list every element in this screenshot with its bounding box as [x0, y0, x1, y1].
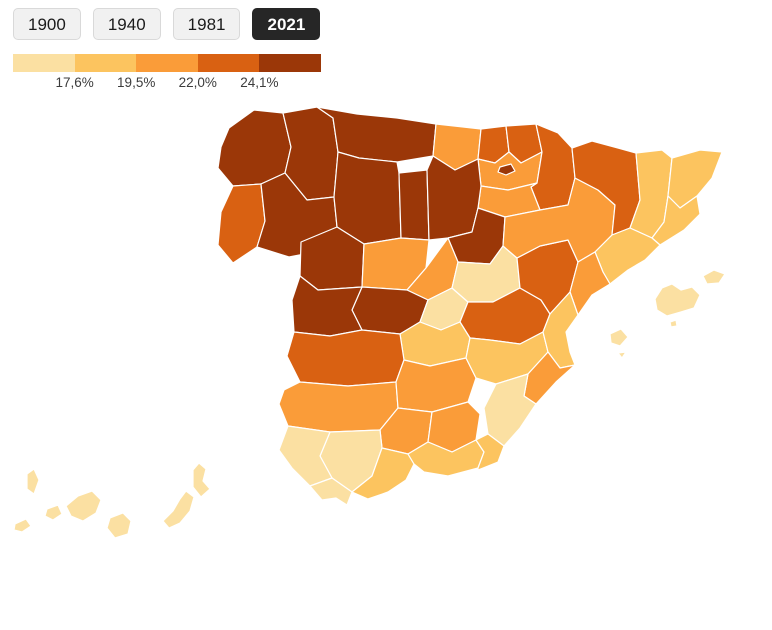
region-el-hierro[interactable]: El Hierro — [13, 518, 32, 533]
region-burgos[interactable]: Burgos — [426, 155, 482, 241]
region-valencia[interactable]: Valencia — [542, 291, 579, 369]
legend-swatch-4 — [197, 54, 260, 72]
legend-break-label: 19,5% — [117, 75, 156, 90]
legend-break-labels: 17,6% 19,5% 22,0% 24,1% — [13, 75, 321, 91]
legend-swatch-2 — [74, 54, 137, 72]
region-murcia[interactable]: Murcia — [483, 373, 537, 447]
region-almeria[interactable]: Almería — [475, 433, 505, 471]
region-formentera[interactable]: Formentera — [617, 351, 627, 359]
region-lanzarote[interactable]: Lanzarote — [192, 462, 211, 498]
legend-break-label: 24,1% — [240, 75, 279, 90]
year-button-1981[interactable]: 1981 — [172, 8, 241, 40]
region-cabrera[interactable]: Cabrera — [669, 319, 678, 328]
region-barcelona[interactable]: Barcelona — [651, 195, 701, 246]
region-pontevedra[interactable]: Pontevedra — [217, 183, 266, 264]
year-button-1900[interactable]: 1900 — [13, 8, 81, 40]
region-tenerife[interactable]: Tenerife — [65, 490, 102, 522]
region-asturias[interactable]: Asturias — [316, 106, 437, 163]
legend-break-label: 22,0% — [178, 75, 217, 90]
region-badajoz[interactable]: Badajoz — [278, 381, 399, 433]
region-gran-canaria[interactable]: Gran Canaria — [106, 512, 132, 539]
legend-swatch-1 — [13, 54, 75, 72]
legend-break-label: 17,6% — [55, 75, 94, 90]
region-menorca[interactable]: Menorca — [702, 269, 726, 285]
legend-swatch-5 — [259, 54, 321, 72]
region-palencia[interactable]: Palencia — [398, 169, 430, 241]
region-leon[interactable]: León — [333, 151, 402, 245]
legend-swatch-3 — [136, 54, 198, 72]
region-la-gomera[interactable]: La Gomera — [44, 504, 63, 521]
region-caceres[interactable]: Cáceres — [286, 329, 405, 387]
region-fuerteventura[interactable]: Fuerteventura — [162, 490, 195, 529]
legend: 17,6% 19,5% 22,0% 24,1% — [13, 54, 321, 91]
region-trevino[interactable]: Treviño — [497, 163, 516, 176]
year-selector: 1900 1940 1981 2021 — [13, 8, 321, 40]
year-button-1940[interactable]: 1940 — [92, 8, 161, 40]
region-mallorca[interactable]: Mallorca — [654, 283, 701, 317]
year-button-2021[interactable]: 2021 — [252, 8, 321, 40]
legend-color-scale — [13, 54, 321, 72]
region-la-palma[interactable]: La Palma — [26, 468, 40, 495]
region-ibiza[interactable]: Ibiza — [609, 328, 629, 347]
region-a-coruna[interactable]: A Coruña — [217, 109, 292, 187]
